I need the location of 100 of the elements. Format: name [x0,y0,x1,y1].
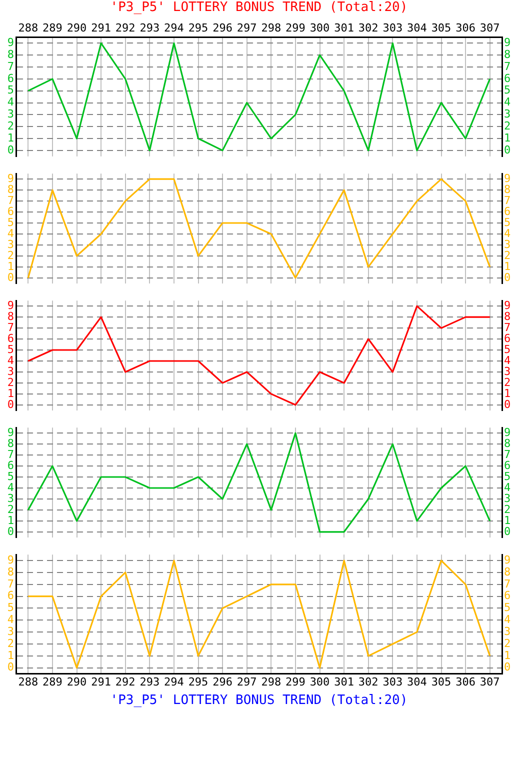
y-tick-label: 0 [7,660,14,674]
y-tick-label: 2 [7,502,14,516]
y2-tick-label: 7 [504,577,511,590]
x-tick-label: 292 [115,21,136,34]
y2-tick-label: 1 [504,648,511,662]
y2-tick-label: 2 [504,502,511,516]
y-tick-label: 1 [7,386,14,400]
x-tick-label: 302 [358,675,378,688]
y2-tick-label: 1 [504,131,511,144]
x-tick-label: 304 [407,675,428,688]
x-tick-label: 290 [66,21,87,34]
y2-tick-label: 6 [504,458,511,472]
y2-tick-label: 9 [504,172,511,185]
y2-tick-label: 3 [504,492,511,505]
x-tick-label: 307 [480,675,500,688]
y-tick-label: 6 [7,589,14,602]
y-tick-label: 0 [7,398,14,411]
x-tick-label: 291 [91,21,111,34]
y2-tick-label: 4 [504,480,511,494]
y-tick-label: 1 [7,260,14,273]
y2-tick-label: 4 [504,96,511,109]
y2-tick-label: 4 [504,613,511,626]
x-tick-label: 306 [456,21,476,34]
y2-tick-label: 8 [504,48,511,61]
y-tick-label: 1 [7,514,14,527]
y-tick-label: 8 [7,310,14,323]
y2-tick-label: 7 [504,194,511,207]
y-tick-label: 0 [7,270,14,284]
y-tick-label: 4 [7,96,14,109]
y-tick-label: 2 [7,119,14,132]
x-tick-label: 294 [164,21,184,34]
y-tick-label: 5 [7,601,14,614]
y2-tick-label: 2 [504,248,511,262]
y2-tick-label: 2 [504,119,511,132]
y-tick-label: 8 [7,565,14,578]
y-tick-label: 6 [7,458,14,472]
y2-tick-label: 6 [504,72,511,85]
x-tick-label: 299 [286,21,306,34]
y2-tick-label: 0 [504,660,511,674]
y-tick-label: 1 [7,648,14,662]
y-tick-label: 6 [7,72,14,85]
x-tick-label: 295 [188,21,208,34]
y2-tick-label: 0 [504,270,511,284]
y-tick-label: 5 [7,470,14,483]
y-tick-label: 7 [7,320,14,334]
y2-tick-label: 7 [504,448,511,461]
y-tick-label: 2 [7,248,14,262]
x-tick-label: 296 [212,675,232,688]
x-tick-label: 306 [456,675,476,688]
x-tick-label: 293 [140,675,160,688]
y2-tick-label: 0 [504,524,511,538]
y-tick-label: 0 [7,524,14,538]
x-tick-label: 300 [310,21,330,34]
y2-tick-label: 2 [504,376,511,389]
y2-tick-label: 1 [504,386,511,400]
y2-tick-label: 7 [504,60,511,73]
y2-tick-label: 0 [504,398,511,411]
y2-tick-label: 1 [504,260,511,273]
y2-tick-label: 9 [504,298,511,312]
x-tick-label: 297 [236,675,257,688]
x-tick-label: 303 [382,675,403,688]
y-tick-label: 4 [7,613,14,626]
x-tick-label: 293 [140,21,160,34]
y-tick-label: 3 [7,364,14,378]
x-tick-label: 288 [18,21,38,34]
chart-title: 'P3_P5' LOTTERY BONUS TREND (Total:20) [109,0,409,17]
text: 'P3_P5' LOTTERY BONUS TREND (Total:20) [109,693,409,708]
x-tick-label: 290 [66,675,87,688]
y-tick-label: 4 [7,354,14,367]
y-tick-label: 4 [7,226,14,240]
x-tick-label: 302 [358,21,378,34]
y-tick-label: 8 [7,182,14,196]
y-tick-label: 5 [7,216,14,229]
y-tick-label: 5 [7,342,14,356]
y-tick-label: 8 [7,48,14,61]
y2-tick-label: 3 [504,108,511,121]
y-tick-label: 6 [7,332,14,345]
y2-tick-label: 9 [504,426,511,439]
y2-tick-label: 4 [504,354,511,367]
x-tick-label: 301 [334,675,354,688]
y2-tick-label: 8 [504,565,511,578]
y-tick-label: 1 [7,131,14,144]
x-tick-label: 304 [407,21,428,34]
x-tick-label: 299 [286,675,306,688]
y-tick-label: 9 [7,426,14,439]
y2-tick-label: 6 [504,204,511,218]
y2-tick-label: 2 [504,636,511,650]
x-tick-label: 292 [115,675,136,688]
y-tick-label: 7 [7,60,14,73]
x-tick-label: 305 [431,675,452,688]
x-tick-label: 305 [431,21,452,34]
y-tick-label: 9 [7,172,14,185]
x-tick-label: 288 [18,675,38,688]
y2-tick-label: 5 [504,601,511,614]
x-tick-label: 307 [480,21,500,34]
x-tick-label: 300 [310,675,330,688]
y2-tick-label: 5 [504,216,511,229]
y2-tick-label: 1 [504,514,511,527]
y-tick-label: 9 [7,553,14,566]
y-tick-label: 2 [7,636,14,650]
